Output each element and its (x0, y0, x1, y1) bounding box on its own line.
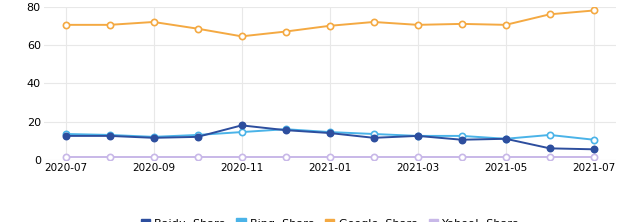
Baidu: Share: (3, 12): Share: (3, 12) (194, 135, 202, 138)
Baidu: Share: (7, 11.5): Share: (7, 11.5) (370, 137, 378, 139)
Google: Share: (6, 70): Share: (6, 70) (326, 24, 333, 27)
Google: Share: (7, 72): Share: (7, 72) (370, 21, 378, 23)
Google: Share: (10, 70.5): Share: (10, 70.5) (502, 24, 509, 26)
Yahoo!: Share: (6, 1.5): Share: (6, 1.5) (326, 156, 333, 158)
Line: Baidu: Share: Baidu: Share (62, 122, 597, 153)
Bing: Share: (6, 14.5): Share: (6, 14.5) (326, 131, 333, 133)
Yahoo!: Share: (4, 1.5): Share: (4, 1.5) (238, 156, 245, 158)
Yahoo!: Share: (9, 1.5): Share: (9, 1.5) (458, 156, 465, 158)
Yahoo!: Share: (3, 1.5): Share: (3, 1.5) (194, 156, 202, 158)
Bing: Share: (1, 13): Share: (1, 13) (106, 134, 113, 136)
Baidu: Share: (4, 18): Share: (4, 18) (238, 124, 245, 127)
Bing: Share: (12, 10.5): Share: (12, 10.5) (590, 138, 598, 141)
Line: Google: Share: Google: Share (62, 7, 597, 40)
Google: Share: (9, 71): Share: (9, 71) (458, 23, 465, 25)
Google: Share: (4, 64.5): Share: (4, 64.5) (238, 35, 245, 38)
Bing: Share: (3, 13): Share: (3, 13) (194, 134, 202, 136)
Baidu: Share: (10, 11): Share: (10, 11) (502, 137, 509, 140)
Baidu: Share: (5, 15.5): Share: (5, 15.5) (282, 129, 289, 131)
Google: Share: (12, 78): Share: (12, 78) (590, 9, 598, 12)
Baidu: Share: (8, 12.5): Share: (8, 12.5) (414, 135, 422, 137)
Bing: Share: (7, 13.5): Share: (7, 13.5) (370, 133, 378, 135)
Yahoo!: Share: (12, 1.5): Share: (12, 1.5) (590, 156, 598, 158)
Line: Yahoo!: Share: Yahoo!: Share (62, 154, 597, 160)
Yahoo!: Share: (8, 1.5): Share: (8, 1.5) (414, 156, 422, 158)
Google: Share: (5, 67): Share: (5, 67) (282, 30, 289, 33)
Google: Share: (0, 70.5): Share: (0, 70.5) (62, 24, 69, 26)
Baidu: Share: (11, 6): Share: (11, 6) (546, 147, 554, 150)
Yahoo!: Share: (11, 1.5): Share: (11, 1.5) (546, 156, 554, 158)
Yahoo!: Share: (2, 1.5): Share: (2, 1.5) (150, 156, 157, 158)
Google: Share: (3, 68.5): Share: (3, 68.5) (194, 27, 202, 30)
Bing: Share: (10, 11): Share: (10, 11) (502, 137, 509, 140)
Bing: Share: (8, 12.5): Share: (8, 12.5) (414, 135, 422, 137)
Baidu: Share: (12, 5.5): Share: (12, 5.5) (590, 148, 598, 151)
Baidu: Share: (2, 11.5): Share: (2, 11.5) (150, 137, 157, 139)
Bing: Share: (9, 12.5): Share: (9, 12.5) (458, 135, 465, 137)
Bing: Share: (4, 14.5): Share: (4, 14.5) (238, 131, 245, 133)
Google: Share: (2, 72): Share: (2, 72) (150, 21, 157, 23)
Yahoo!: Share: (7, 1.5): Share: (7, 1.5) (370, 156, 378, 158)
Yahoo!: Share: (10, 1.5): Share: (10, 1.5) (502, 156, 509, 158)
Bing: Share: (0, 13.5): Share: (0, 13.5) (62, 133, 69, 135)
Baidu: Share: (0, 12.5): Share: (0, 12.5) (62, 135, 69, 137)
Bing: Share: (5, 16): Share: (5, 16) (282, 128, 289, 131)
Baidu: Share: (9, 10.5): Share: (9, 10.5) (458, 138, 465, 141)
Yahoo!: Share: (0, 1.5): Share: (0, 1.5) (62, 156, 69, 158)
Yahoo!: Share: (1, 1.5): Share: (1, 1.5) (106, 156, 113, 158)
Bing: Share: (11, 13): Share: (11, 13) (546, 134, 554, 136)
Line: Bing: Share: Bing: Share (62, 126, 597, 143)
Bing: Share: (2, 12): Share: (2, 12) (150, 135, 157, 138)
Legend: Baidu: Share, Bing: Share, Google: Share, Yahoo!: Share: Baidu: Share, Bing: Share, Google: Share… (136, 214, 523, 222)
Baidu: Share: (6, 14): Share: (6, 14) (326, 132, 333, 134)
Google: Share: (11, 76): Share: (11, 76) (546, 13, 554, 16)
Yahoo!: Share: (5, 1.5): Share: (5, 1.5) (282, 156, 289, 158)
Baidu: Share: (1, 12.5): Share: (1, 12.5) (106, 135, 113, 137)
Google: Share: (1, 70.5): Share: (1, 70.5) (106, 24, 113, 26)
Google: Share: (8, 70.5): Share: (8, 70.5) (414, 24, 422, 26)
